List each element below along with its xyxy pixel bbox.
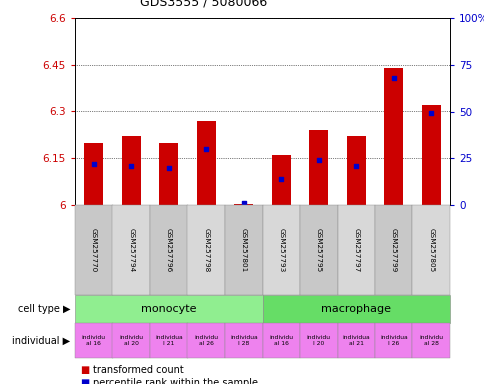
Text: GSM257801: GSM257801	[240, 228, 246, 272]
Bar	[84, 143, 103, 205]
Point	[277, 176, 285, 182]
Text: individua
l 28: individua l 28	[229, 335, 257, 346]
Bar	[421, 105, 440, 205]
Text: individua
l 26: individua l 26	[379, 335, 407, 346]
Bar	[272, 155, 290, 205]
Text: individu
al 28: individu al 28	[418, 335, 442, 346]
Bar	[309, 130, 328, 205]
Bar	[234, 204, 253, 205]
Bar	[197, 121, 215, 205]
Text: individu
al 26: individu al 26	[194, 335, 218, 346]
Text: GSM257795: GSM257795	[315, 228, 321, 272]
Point	[127, 163, 135, 169]
Text: GSM257797: GSM257797	[352, 228, 359, 272]
Point	[165, 164, 172, 170]
Text: GSM257770: GSM257770	[91, 228, 96, 272]
Text: GSM257805: GSM257805	[427, 228, 433, 272]
Text: GDS3555 / 5080066: GDS3555 / 5080066	[140, 0, 267, 8]
Text: individu
al 16: individu al 16	[82, 335, 106, 346]
Text: individua
l 21: individua l 21	[154, 335, 182, 346]
Text: macrophage: macrophage	[320, 304, 391, 314]
Bar	[384, 68, 402, 205]
Bar	[159, 143, 178, 205]
Text: individual ▶: individual ▶	[12, 336, 70, 346]
Text: cell type ▶: cell type ▶	[17, 304, 70, 314]
Text: GSM257799: GSM257799	[390, 228, 396, 272]
Text: GSM257798: GSM257798	[203, 228, 209, 272]
Text: individu
l 20: individu l 20	[306, 335, 330, 346]
Text: percentile rank within the sample: percentile rank within the sample	[93, 378, 258, 384]
Point	[352, 163, 360, 169]
Text: monocyte: monocyte	[141, 304, 196, 314]
Text: individu
al 16: individu al 16	[269, 335, 293, 346]
Point	[240, 200, 247, 206]
Point	[389, 75, 397, 81]
Text: GSM257796: GSM257796	[166, 228, 171, 272]
Text: individu
al 20: individu al 20	[119, 335, 143, 346]
Point	[202, 146, 210, 152]
Point	[90, 161, 97, 167]
Bar	[346, 136, 365, 205]
Point	[314, 157, 322, 163]
Text: ■: ■	[80, 378, 89, 384]
Bar	[121, 136, 140, 205]
Text: ■: ■	[80, 364, 89, 374]
Text: GSM257793: GSM257793	[278, 228, 284, 272]
Point	[426, 110, 434, 116]
Text: GSM257794: GSM257794	[128, 228, 134, 272]
Text: individua
al 21: individua al 21	[342, 335, 369, 346]
Text: transformed count: transformed count	[93, 364, 184, 374]
